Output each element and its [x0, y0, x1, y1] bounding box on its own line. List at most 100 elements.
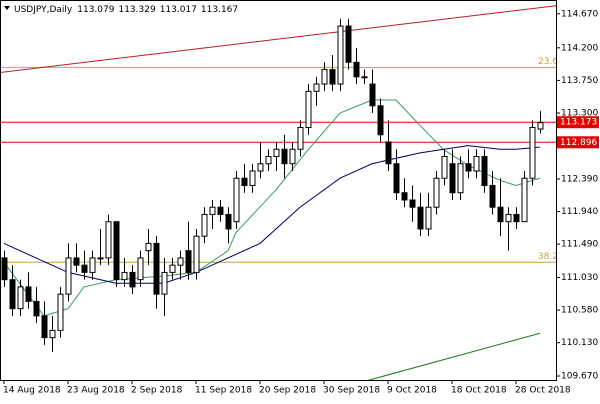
x-tick-label: 30 Sep 2018	[323, 386, 380, 396]
candle-body	[289, 148, 296, 165]
candle-body	[305, 90, 312, 129]
candle-body	[65, 257, 72, 295]
candle-body	[9, 279, 16, 310]
candle-body	[441, 155, 448, 179]
y-tick-label: 111.940	[561, 207, 598, 217]
chart-icon	[4, 6, 10, 10]
candle-body	[233, 177, 240, 223]
y-tick-label: 113.300	[561, 109, 598, 119]
y-tick-label: 111.030	[561, 273, 598, 283]
candle-body	[201, 213, 208, 237]
candle-body	[161, 271, 168, 295]
y-tick-label: 109.670	[561, 372, 598, 382]
x-tick-label: 2 Sep 2018	[131, 386, 183, 396]
candle-body	[401, 192, 408, 201]
x-tick-label: 23 Aug 2018	[67, 386, 125, 396]
candle-body	[529, 127, 536, 179]
candle-body	[337, 25, 344, 85]
level-label: 113.173	[560, 118, 597, 128]
candle-body	[113, 221, 120, 281]
candle-body	[241, 177, 248, 186]
x-tick-label: 28 Oct 2018	[515, 386, 571, 396]
y-tick-label: 110.580	[561, 306, 598, 316]
level-label: 112.896	[560, 138, 597, 148]
level-label-box	[557, 116, 599, 129]
title-close: 113.167	[201, 5, 238, 15]
candle-body	[25, 286, 32, 302]
candle-body	[465, 163, 472, 172]
x-tick-label: 18 Oct 2018	[451, 386, 507, 396]
candle-body	[129, 271, 136, 288]
candle-body	[265, 155, 272, 165]
x-tick-label: 20 Sep 2018	[259, 386, 316, 396]
candle-body	[1, 257, 8, 281]
candle-body	[81, 264, 88, 273]
plot-border	[0, 0, 557, 381]
candle-body	[345, 25, 352, 63]
moving-average	[367, 332, 541, 381]
candle-body	[185, 250, 192, 273]
candle-body	[297, 127, 304, 150]
y-tick-label: 114.670	[561, 9, 598, 19]
candle-body	[105, 221, 112, 259]
candle-body	[417, 206, 424, 230]
candle-body	[537, 122, 544, 130]
candle-body	[313, 83, 320, 92]
candle-body	[457, 163, 464, 194]
candle-body	[449, 163, 456, 194]
y-tick-label: 114.200	[561, 43, 598, 53]
chart-title: USDJPY,Daily 113.079 113.329 113.017 113.167	[14, 5, 238, 15]
candle-body	[73, 257, 80, 266]
candle-body	[17, 286, 24, 310]
x-tick-label: 9 Oct 2018	[387, 386, 437, 396]
candle-body	[49, 329, 56, 339]
candle-body	[369, 83, 376, 107]
candle-body	[177, 257, 184, 266]
candle-body	[33, 300, 40, 317]
candle-body	[225, 213, 232, 230]
candle-body	[473, 155, 480, 172]
candle-body	[513, 213, 520, 223]
fib-label: 38.2	[538, 252, 558, 262]
candle-body	[193, 235, 200, 273]
candle-body	[209, 206, 216, 215]
plot-area: 23.6 38.2	[0, 5, 558, 381]
title-open: 113.079	[77, 5, 114, 15]
candle-body	[137, 257, 144, 281]
candle-body	[353, 61, 360, 78]
candle-body	[321, 69, 328, 85]
candle-body	[361, 76, 368, 79]
candle-body	[281, 148, 288, 165]
candle-body	[505, 213, 512, 223]
candle-body	[57, 293, 64, 331]
candle-body	[521, 177, 528, 223]
candle-body	[121, 271, 128, 281]
candle-body	[481, 155, 488, 186]
candle-body	[329, 69, 336, 85]
fib-label: 23.6	[538, 57, 558, 67]
candle-body	[377, 105, 384, 136]
title-symbol: USDJPY,Daily	[14, 5, 73, 15]
candle-body	[273, 148, 280, 157]
candle-body	[145, 242, 152, 252]
candle-body	[89, 257, 96, 273]
x-tick-label: 14 Aug 2018	[3, 386, 61, 396]
candle-body	[393, 163, 400, 194]
y-tick-label: 110.130	[561, 338, 598, 348]
y-tick-label: 113.750	[561, 76, 598, 86]
candle-body	[249, 170, 256, 186]
title-low: 113.017	[160, 5, 197, 15]
candle-body	[41, 315, 48, 339]
candle-body	[497, 206, 504, 223]
candle-body	[425, 206, 432, 230]
candle-body	[257, 163, 264, 172]
candle-body	[97, 257, 104, 260]
y-tick-label: 112.390	[561, 174, 598, 184]
candle-body	[153, 242, 160, 295]
y-tick-label: 111.490	[561, 240, 598, 250]
candle-body	[385, 141, 392, 165]
level-label-box	[557, 136, 599, 149]
title-high: 113.329	[118, 5, 155, 15]
candle-body	[489, 184, 496, 208]
